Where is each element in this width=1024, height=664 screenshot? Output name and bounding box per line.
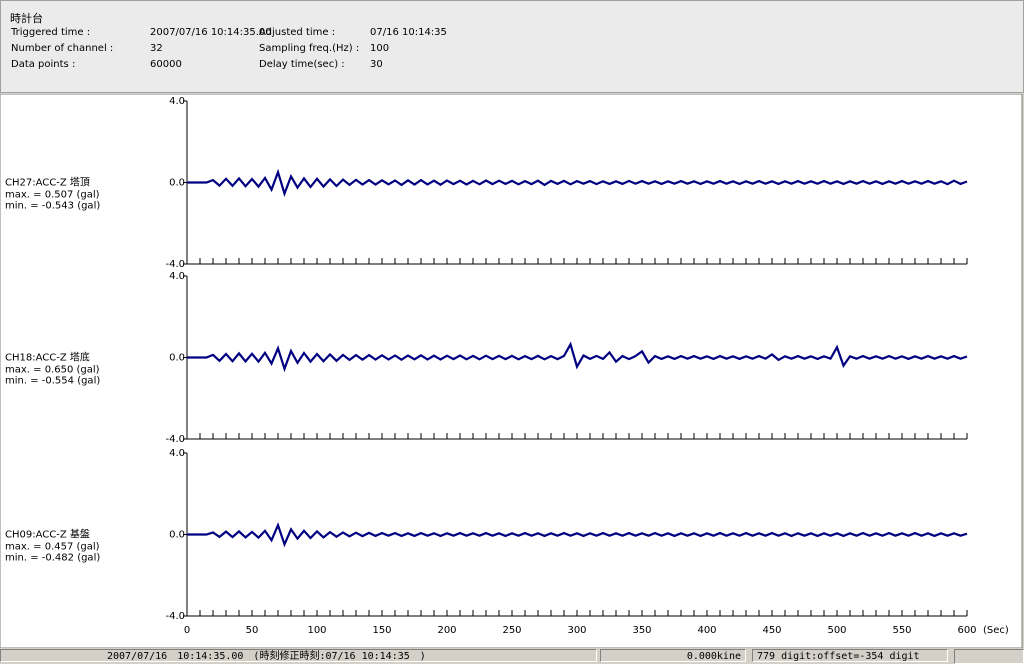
channel-stat: max. = 0.650 (gal) (5, 365, 100, 376)
x-tick-label: 150 (372, 625, 391, 636)
x-tick-label: 400 (697, 625, 716, 636)
header: 時計台 Triggered time : 2007/07/16 10:14:35… (0, 0, 1024, 93)
field-value: 2007/07/16 10:14:35.00 (150, 27, 272, 38)
field-value: 60000 (150, 59, 182, 70)
field-label: Number of channel : (11, 43, 114, 54)
field-value: 07/16 10:14:35 (370, 27, 447, 38)
y-tick-label: 4.0 (169, 271, 185, 282)
channel-stat: max. = 0.457 (gal) (5, 542, 100, 553)
channel-stat: min. = -0.554 (gal) (5, 376, 100, 387)
status-bar: 2007/07/16 10:14:35.00 (時刻修正時刻:07/16 10:… (0, 649, 1024, 664)
x-tick-label: 300 (567, 625, 586, 636)
waveform (187, 168, 968, 198)
channel-name: CH18:ACC-Z 塔底 (5, 351, 90, 364)
plot-background (0, 94, 1023, 648)
x-tick-label: 600 (957, 625, 976, 636)
y-tick-label: 4.0 (169, 96, 185, 107)
field-value: 100 (370, 43, 390, 54)
y-tick-label: -4.0 (165, 611, 185, 622)
x-tick-label: 100 (307, 625, 326, 636)
x-tick-label: 350 (632, 625, 651, 636)
status-velocity: 0.000kine (600, 649, 746, 662)
waveform (187, 522, 968, 548)
channel-name: CH27:ACC-Z 塔頂 (5, 176, 90, 189)
x-tick-label: 250 (502, 625, 521, 636)
waveform (187, 341, 968, 373)
field-label: Sampling freq.(Hz) : (259, 43, 360, 54)
field-label: Data points : (11, 59, 76, 70)
x-tick-label: 500 (827, 625, 846, 636)
y-tick-label: 0.0 (169, 178, 185, 189)
status-time: 2007/07/16 10:14:35.00 (時刻修正時刻:07/16 10:… (0, 649, 597, 662)
x-tick-label: 50 (246, 625, 259, 636)
channel-name: CH09:ACC-Z 基盤 (5, 528, 90, 541)
field-label: Delay time(sec) : (259, 59, 345, 70)
header-title: 時計台 (10, 12, 43, 25)
y-tick-label: -4.0 (165, 434, 185, 445)
y-tick-label: 4.0 (169, 448, 185, 459)
channel-stat: min. = -0.543 (gal) (5, 201, 100, 212)
channel-stat: max. = 0.507 (gal) (5, 190, 100, 201)
y-tick-label: -4.0 (165, 259, 185, 270)
field-value: 32 (150, 43, 163, 54)
status-digit: 779 digit:offset=-354 digit (752, 649, 948, 662)
field-label: Triggered time : (11, 27, 91, 38)
field-value: 30 (370, 59, 383, 70)
x-tick-label: 200 (437, 625, 456, 636)
field-label: Adjusted time : (259, 27, 336, 38)
x-tick-label: 550 (892, 625, 911, 636)
status-empty (954, 649, 1024, 664)
channel-stat: min. = -0.482 (gal) (5, 553, 100, 564)
y-tick-label: 0.0 (169, 530, 185, 541)
x-tick-label: 0 (184, 625, 190, 636)
x-tick-label: 450 (762, 625, 781, 636)
y-tick-label: 0.0 (169, 353, 185, 364)
x-axis-label: (Sec) (983, 625, 1009, 636)
